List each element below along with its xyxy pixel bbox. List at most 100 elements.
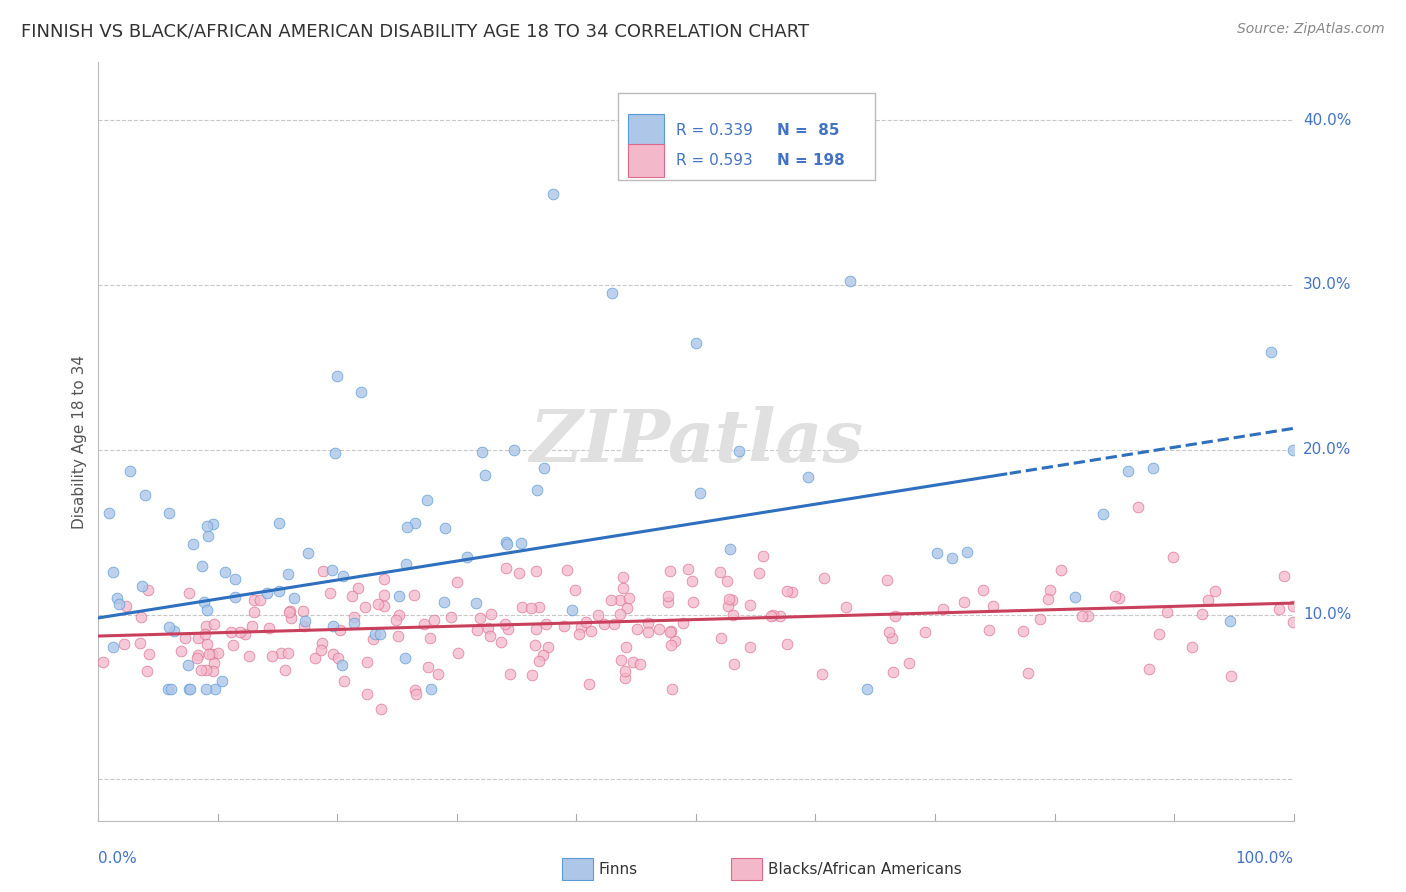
Point: [1197, 592, 1219, 607]
Point: [659, 624, 682, 639]
Point: [1161, 549, 1184, 564]
Point: [468, 611, 491, 625]
Point: [659, 624, 682, 638]
Point: [385, 613, 408, 627]
Point: [115, 599, 138, 613]
Point: [752, 549, 775, 563]
Point: [242, 605, 264, 619]
Point: [914, 625, 936, 640]
Point: [257, 622, 280, 636]
Point: [112, 637, 135, 651]
Point: [1191, 607, 1213, 621]
Point: [304, 650, 326, 665]
Text: Blacks/African Americans: Blacks/African Americans: [768, 863, 962, 877]
Point: [1077, 608, 1099, 623]
Point: [738, 598, 761, 612]
Point: [495, 534, 517, 549]
Point: [186, 650, 208, 665]
Point: [628, 657, 651, 672]
Point: [1017, 665, 1039, 680]
Point: [388, 608, 411, 623]
Point: [1149, 627, 1171, 641]
Text: R = 0.339: R = 0.339: [676, 123, 752, 137]
Point: [1268, 602, 1291, 616]
Point: [201, 648, 224, 662]
Point: [367, 597, 389, 611]
Point: [465, 596, 488, 610]
Point: [569, 620, 592, 634]
Point: [277, 605, 299, 619]
Point: [179, 681, 201, 696]
Point: [657, 595, 679, 609]
Point: [283, 591, 305, 605]
Point: [202, 617, 225, 632]
Point: [274, 663, 297, 677]
Point: [134, 488, 156, 502]
Point: [356, 655, 378, 669]
Point: [637, 624, 659, 639]
Point: [664, 633, 686, 648]
Text: 40.0%: 40.0%: [1303, 112, 1351, 128]
Point: [1204, 584, 1226, 599]
Point: [839, 274, 862, 288]
Point: [190, 558, 212, 573]
Point: [240, 619, 263, 633]
Point: [520, 668, 543, 682]
Point: [319, 586, 342, 600]
Point: [433, 521, 456, 535]
Point: [1156, 605, 1178, 619]
Point: [648, 622, 671, 636]
FancyBboxPatch shape: [619, 93, 876, 180]
Point: [610, 653, 633, 667]
Point: [609, 607, 631, 621]
Y-axis label: Disability Age 18 to 34: Disability Age 18 to 34: [72, 354, 87, 529]
Point: [956, 544, 979, 558]
Point: [776, 584, 799, 599]
Point: [433, 594, 456, 608]
Point: [388, 589, 411, 603]
Point: [1092, 508, 1115, 522]
Point: [179, 681, 201, 696]
Point: [195, 519, 218, 533]
Point: [527, 654, 550, 668]
Text: Source: ZipAtlas.com: Source: ZipAtlas.com: [1237, 22, 1385, 37]
Point: [195, 619, 218, 633]
Point: [489, 635, 512, 649]
Point: [898, 656, 921, 670]
Point: [1282, 443, 1305, 458]
Point: [194, 681, 217, 696]
Point: [689, 486, 711, 500]
Text: 30.0%: 30.0%: [1303, 277, 1351, 293]
Point: [723, 657, 745, 671]
Point: [495, 561, 517, 575]
Point: [941, 550, 963, 565]
Point: [588, 607, 610, 622]
Point: [495, 537, 517, 551]
Text: N =  85: N = 85: [778, 123, 839, 137]
Point: [447, 646, 470, 660]
Bar: [628, 113, 664, 147]
Point: [233, 627, 256, 641]
Point: [537, 640, 560, 654]
Point: [201, 517, 224, 532]
Point: [394, 650, 416, 665]
Point: [568, 627, 591, 641]
Point: [1071, 608, 1094, 623]
Point: [229, 625, 252, 640]
Point: [243, 592, 266, 607]
Text: ZIPatlas: ZIPatlas: [529, 406, 863, 477]
Point: [561, 603, 583, 617]
Point: [373, 572, 395, 586]
Point: [465, 623, 488, 637]
Point: [882, 631, 904, 645]
Point: [720, 593, 742, 607]
Point: [685, 335, 707, 350]
Point: [177, 585, 200, 599]
Point: [723, 608, 745, 623]
Point: [128, 636, 150, 650]
Point: [157, 681, 180, 696]
Point: [553, 619, 575, 633]
Point: [198, 647, 221, 661]
Text: FINNISH VS BLACK/AFRICAN AMERICAN DISABILITY AGE 18 TO 34 CORRELATION CHART: FINNISH VS BLACK/AFRICAN AMERICAN DISABI…: [21, 22, 810, 40]
Point: [681, 574, 703, 589]
